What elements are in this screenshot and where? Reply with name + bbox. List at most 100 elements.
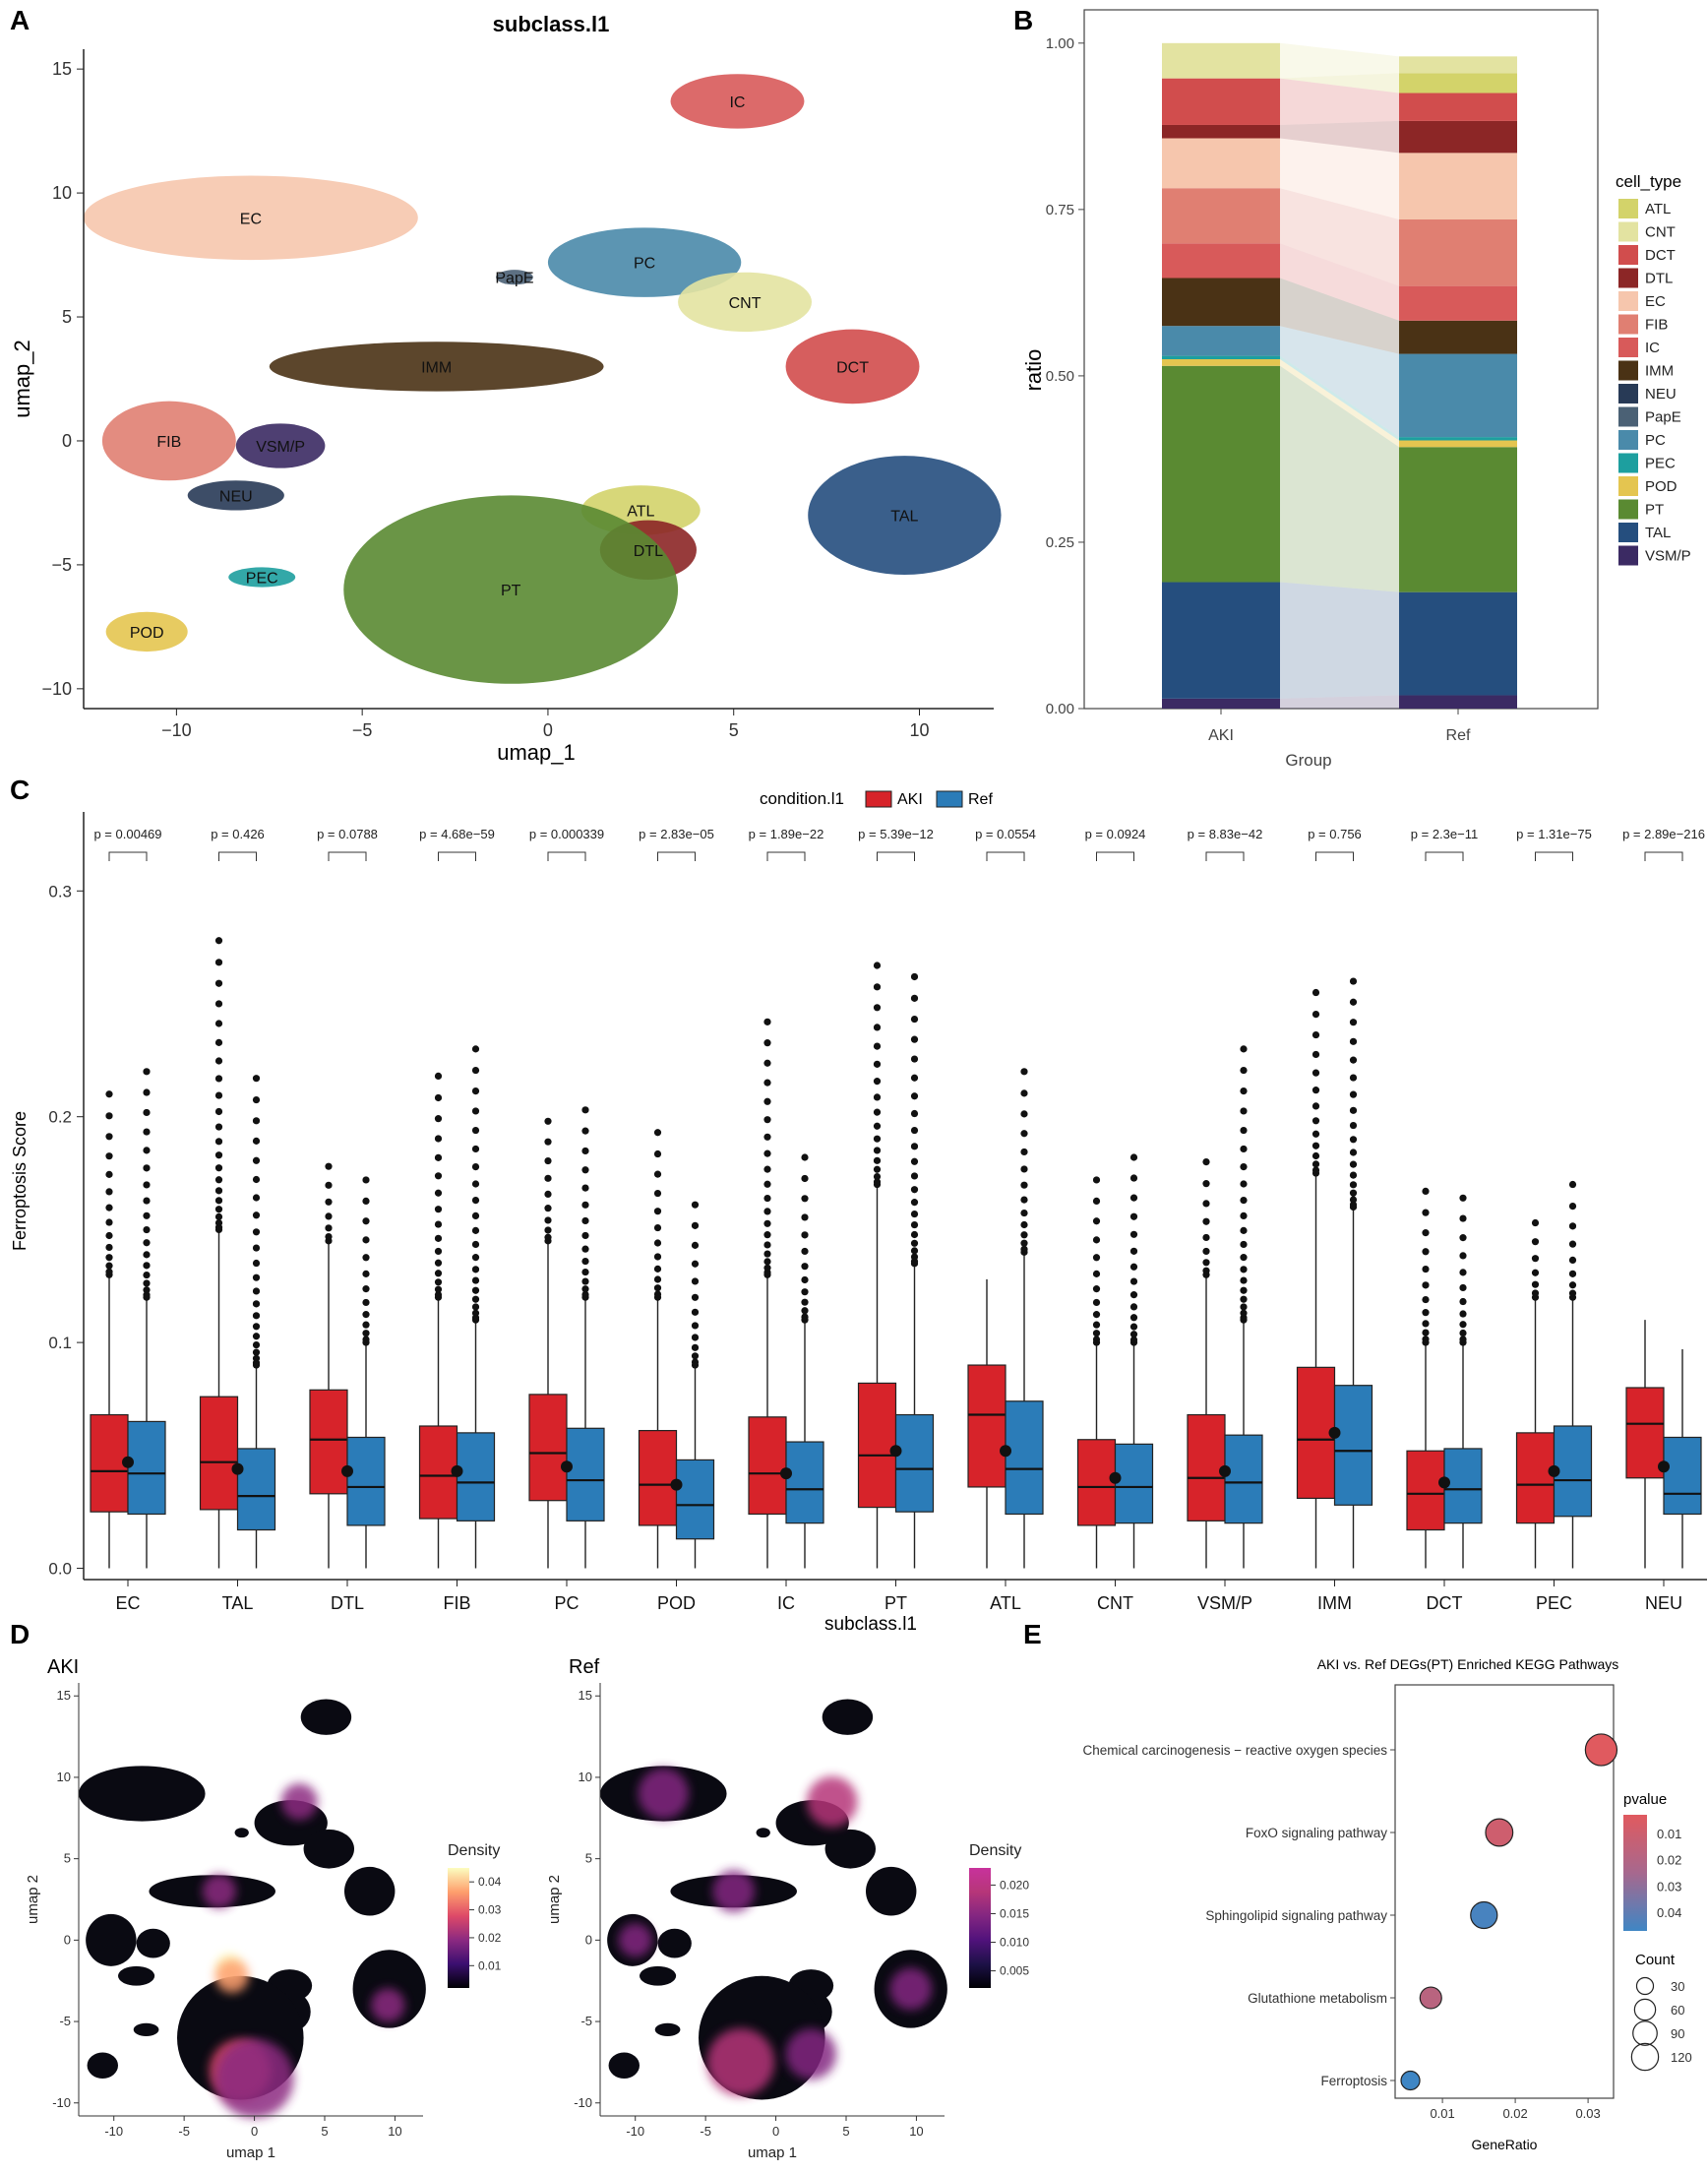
legend-label-ic: IC	[1645, 340, 1660, 356]
outlier-point-tal-aki	[214, 1057, 223, 1065]
outlier-point-pc-ref	[581, 1216, 589, 1225]
outlier-point-dtl-ref	[362, 1335, 370, 1343]
mean-point-neu	[1658, 1460, 1670, 1473]
cluster-label-dtl: DTL	[634, 543, 663, 560]
outlier-point-pt-ref	[910, 1015, 919, 1024]
panel-label-c: C	[10, 775, 30, 805]
y-tick-label: 0	[62, 431, 72, 451]
density-legend-title: Density	[448, 1842, 500, 1859]
x-tick-label: 10	[388, 2124, 401, 2139]
bar-segment-ref-fib	[1399, 219, 1517, 286]
outlier-point-imm-ref	[1349, 1149, 1358, 1156]
outlier-point-tal-ref	[252, 1323, 261, 1331]
outlier-point-ec-aki	[105, 1231, 113, 1240]
outlier-point-imm-ref	[1349, 1160, 1358, 1168]
pvalue-bracket-pt	[877, 851, 915, 861]
flow-band-pt	[1280, 365, 1399, 592]
count-legend-title: Count	[1635, 1952, 1676, 1968]
bar-segment-ref-atl	[1399, 73, 1517, 93]
outlier-point-cnt-aki	[1092, 1311, 1101, 1319]
kegg-dotplot: AKI vs. Ref DEGs(PT) Enriched KEGG Pathw…	[1082, 1656, 1691, 2152]
outlier-point-dct-ref	[1459, 1234, 1467, 1242]
outlier-point-pod-aki	[653, 1208, 662, 1215]
pvalue-bracket-neu	[1644, 851, 1683, 861]
density-hotspot	[807, 1776, 858, 1828]
pvalue-bracket-dct	[1425, 851, 1464, 861]
legend-swatch-atl	[1618, 199, 1638, 218]
outlier-point-fib-aki	[434, 1135, 443, 1143]
outlier-point-dct-aki	[1422, 1281, 1430, 1289]
legend-swatch-dtl	[1618, 268, 1638, 288]
outlier-point-pec-ref	[1568, 1281, 1577, 1289]
count-legend-label: 90	[1671, 2026, 1684, 2041]
cluster-pt	[343, 495, 679, 684]
outlier-point-ec-aki	[105, 1218, 113, 1226]
outlier-point-ec-ref	[143, 1251, 151, 1259]
outlier-point-dtl-aki	[325, 1212, 333, 1220]
outlier-point-dtl-ref	[362, 1197, 370, 1206]
y-tick-label: 0.75	[1046, 202, 1074, 218]
box-dct-aki	[1406, 1450, 1445, 1531]
x-tick-label: 10	[909, 2124, 923, 2139]
outlier-point-fib-aki	[434, 1290, 443, 1299]
x-tick-label: -10	[104, 2124, 123, 2139]
density-cell-cloud	[234, 1828, 249, 1838]
outlier-point-fib-ref	[471, 1254, 480, 1262]
density-plot-ref: -10 -5 0 5 10 15 10 5 0 -5 -10 umap 1 umap 2 Density 0…	[546, 1683, 1029, 2161]
outlier-point-tal-aki	[214, 1091, 223, 1099]
y-tick-label: 10	[57, 1770, 71, 1784]
density-plot-title-aki: AKI	[47, 1656, 79, 1678]
cluster-neu	[187, 480, 284, 511]
cluster-label-tal: TAL	[890, 509, 918, 526]
outlier-point-fib-ref	[471, 1295, 480, 1303]
outlier-point-ec-ref	[143, 1239, 151, 1247]
box-pc-aki	[528, 1394, 568, 1502]
outlier-point-tal-ref	[252, 1312, 261, 1320]
outlier-point-tal-ref	[252, 1117, 261, 1125]
outlier-point-pod-ref	[691, 1277, 700, 1285]
outlier-point-ec-ref	[143, 1108, 151, 1117]
mean-point-tal	[231, 1462, 244, 1475]
outlier-point-pt-ref	[910, 1172, 919, 1180]
outlier-point-pod-ref	[691, 1221, 700, 1229]
density-hotspot	[638, 1768, 689, 1820]
outlier-point-pod-aki	[653, 1170, 662, 1178]
outlier-point-vsm-p-ref	[1240, 1126, 1248, 1135]
x-tick-label: 0.03	[1575, 2106, 1600, 2121]
outlier-point-cnt-ref	[1129, 1314, 1138, 1322]
outlier-point-fib-ref	[471, 1126, 480, 1135]
outlier-point-ec-aki	[105, 1152, 113, 1160]
y-tick-label: 15	[52, 59, 72, 79]
outlier-point-pec-ref	[1568, 1256, 1577, 1264]
outlier-point-vsm-p-ref	[1240, 1197, 1248, 1205]
outlier-point-pod-aki	[653, 1239, 662, 1247]
outlier-point-vsm-p-ref	[1240, 1087, 1248, 1095]
box-vsm-p-aki	[1187, 1413, 1226, 1522]
cluster-label-ic: IC	[729, 94, 745, 111]
outlier-point-pt-aki	[873, 1147, 882, 1154]
legend-label-pod: POD	[1645, 478, 1678, 495]
x-tick-label-pod: POD	[657, 1593, 696, 1613]
bar-flow-bands	[1280, 42, 1399, 709]
outlier-point-tal-aki	[214, 1138, 223, 1146]
outlier-point-pt-ref	[910, 1210, 919, 1218]
x-tick-label: 0	[543, 720, 553, 740]
legend-swatch-imm	[1618, 360, 1638, 381]
box-ic-aki	[748, 1416, 787, 1516]
outlier-point-pod-ref	[691, 1322, 700, 1330]
density-cell-cloud	[822, 1699, 874, 1735]
colorbar-tick-label: 0.03	[478, 1903, 502, 1917]
outlier-point-dct-aki	[1422, 1248, 1430, 1256]
density-colorbar	[448, 1868, 469, 1988]
outlier-point-tal-aki	[214, 1164, 223, 1172]
outlier-point-imm-aki	[1312, 1160, 1320, 1168]
outlier-point-tal-ref	[252, 1175, 261, 1184]
flow-band-pec	[1280, 355, 1399, 441]
box-imm-ref	[1333, 1385, 1373, 1506]
outlier-point-pod-ref	[691, 1334, 700, 1341]
outlier-point-imm-ref	[1349, 1189, 1358, 1197]
legend-swatch-pc	[1618, 430, 1638, 450]
bar-y-label: ratio	[1021, 349, 1046, 392]
